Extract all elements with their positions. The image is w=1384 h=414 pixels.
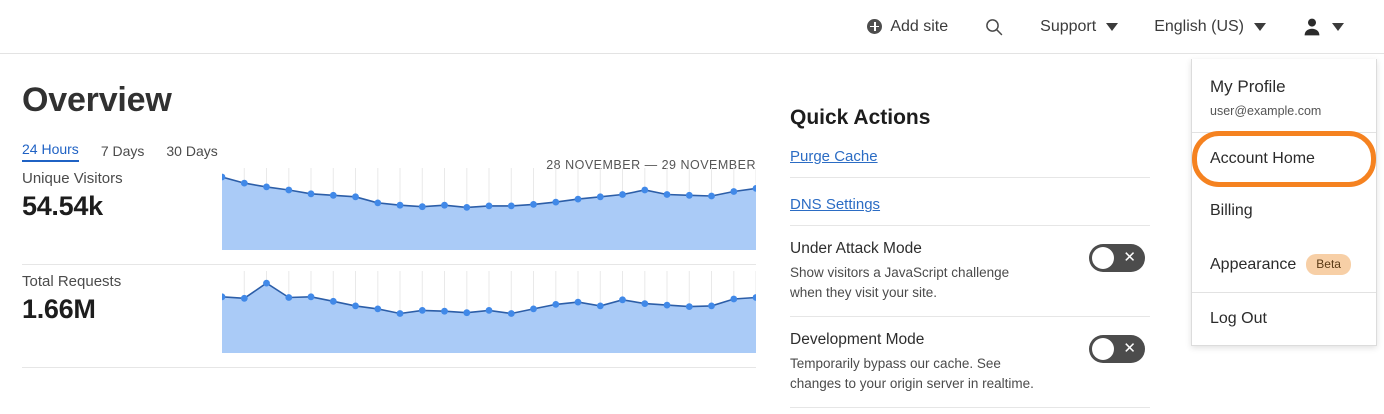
dropdown-item-label: Log Out bbox=[1210, 309, 1267, 327]
metric-unique-visitors: Unique Visitors 54.54k bbox=[22, 162, 756, 266]
toggle-knob bbox=[1092, 338, 1114, 361]
dropdown-item-billing[interactable]: Billing bbox=[1192, 185, 1376, 237]
my-profile-label: My Profile bbox=[1210, 77, 1286, 96]
search-icon bbox=[986, 18, 1003, 35]
tab-7-days[interactable]: 7 Days bbox=[100, 143, 145, 160]
tab-24-hours[interactable]: 24 Hours bbox=[22, 141, 79, 163]
dns-settings-link[interactable]: DNS Settings bbox=[790, 196, 881, 213]
page-title: Overview bbox=[22, 81, 172, 119]
support-menu[interactable]: Support bbox=[1022, 0, 1136, 54]
development-mode-description: Temporarily bypass our cache. See change… bbox=[790, 356, 1034, 391]
dropdown-item-label: Account Home bbox=[1210, 150, 1315, 168]
chevron-down-icon bbox=[1254, 22, 1266, 31]
top-navigation-items: Add site Support English (US) bbox=[849, 0, 1384, 54]
toggle-off-x-icon: ✕ bbox=[1123, 249, 1136, 266]
under-attack-mode-row: Under Attack Mode Show visitors a JavaSc… bbox=[790, 226, 1150, 318]
quick-action-purge-cache-row: Purge Cache bbox=[790, 130, 1150, 178]
toggle-knob bbox=[1092, 247, 1114, 269]
dropdown-item-log-out[interactable]: Log Out bbox=[1192, 293, 1376, 345]
profile-email: user@example.com bbox=[1210, 104, 1322, 119]
quick-action-dns-settings-row: DNS Settings bbox=[790, 178, 1150, 226]
dropdown-profile-section[interactable]: My Profile user@example.com bbox=[1192, 59, 1376, 132]
dropdown-item-account-home[interactable]: Account Home bbox=[1192, 131, 1376, 188]
dropdown-divider bbox=[1192, 132, 1376, 134]
dropdown-divider bbox=[1192, 291, 1376, 293]
purge-cache-link[interactable]: Purge Cache bbox=[790, 148, 878, 165]
plus-circle-icon bbox=[867, 19, 883, 34]
development-mode-toggle[interactable]: ✕ bbox=[1089, 335, 1145, 364]
date-range-label: 28 NOVEMBER — 29 NOVEMBER bbox=[546, 158, 756, 172]
development-mode-title: Development Mode bbox=[790, 331, 925, 349]
account-menu-button[interactable] bbox=[1284, 0, 1362, 54]
add-site-label: Add site bbox=[890, 17, 949, 35]
dropdown-item-label: Appearance bbox=[1210, 255, 1297, 273]
metric-label: Unique Visitors bbox=[22, 170, 123, 188]
sparkline-total-requests bbox=[222, 271, 756, 354]
tab-30-days[interactable]: 30 Days bbox=[166, 143, 218, 160]
beta-badge: Beta bbox=[1306, 254, 1351, 275]
development-mode-row: Development Mode Temporarily bypass our … bbox=[790, 317, 1150, 409]
under-attack-mode-description: Show visitors a JavaScript challenge whe… bbox=[790, 265, 1010, 300]
top-navigation-bar: Add site Support English (US) bbox=[0, 0, 1384, 54]
quick-actions-title: Quick Actions bbox=[790, 106, 931, 129]
under-attack-mode-toggle[interactable]: ✕ bbox=[1089, 244, 1145, 272]
under-attack-mode-title: Under Attack Mode bbox=[790, 240, 922, 257]
overview-panel: Overview 24 Hours 7 Days 30 Days 28 NOVE… bbox=[22, 54, 756, 369]
language-label: English (US) bbox=[1154, 17, 1244, 35]
user-avatar-icon bbox=[1304, 18, 1320, 35]
chevron-down-icon bbox=[1106, 22, 1119, 31]
metric-value: 54.54k bbox=[22, 191, 103, 222]
account-dropdown-menu: My Profile user@example.com Account Home… bbox=[1191, 59, 1377, 346]
metric-total-requests: Total Requests 1.66M bbox=[22, 265, 756, 369]
language-menu[interactable]: English (US) bbox=[1136, 0, 1284, 54]
main-content: Overview 24 Hours 7 Days 30 Days 28 NOVE… bbox=[0, 54, 1384, 414]
chevron-down-icon bbox=[1332, 22, 1344, 31]
sparkline-unique-visitors bbox=[222, 168, 756, 251]
toggle-off-x-icon: ✕ bbox=[1123, 340, 1136, 358]
dropdown-item-label: Billing bbox=[1210, 202, 1253, 220]
quick-actions-panel: Quick Actions Purge Cache DNS Settings U… bbox=[790, 54, 1150, 409]
metric-label: Total Requests bbox=[22, 273, 122, 291]
metric-value: 1.66M bbox=[22, 294, 96, 325]
time-range-tabs: 24 Hours 7 Days 30 Days bbox=[22, 141, 756, 163]
support-label: Support bbox=[1040, 17, 1097, 35]
dropdown-item-appearance[interactable]: Appearance Beta bbox=[1192, 237, 1376, 291]
add-site-button[interactable]: Add site bbox=[849, 0, 966, 54]
search-button[interactable] bbox=[966, 0, 1022, 54]
